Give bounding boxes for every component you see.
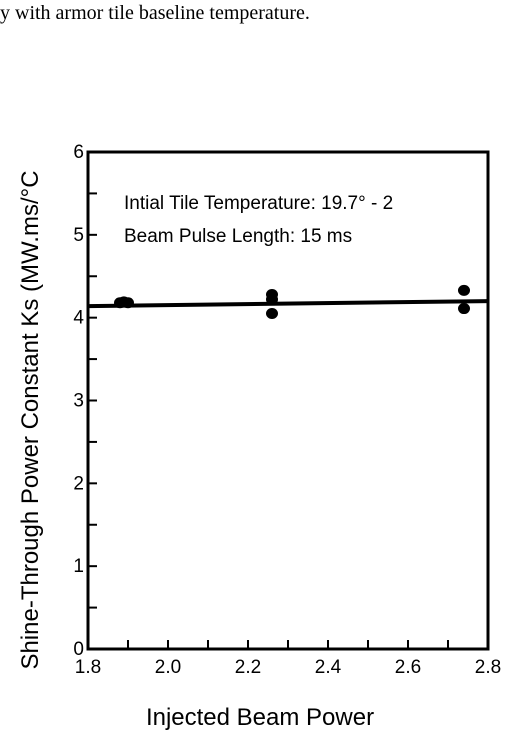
y-tick-label: 6: [73, 142, 84, 163]
data-point: [266, 293, 278, 305]
data-point: [122, 297, 134, 309]
annotation-temperature: Intial Tile Temperature: 19.7° - 2: [124, 193, 393, 214]
fit-line: [87, 299, 489, 309]
x-tick-label: 2.6: [395, 657, 421, 678]
data-point: [266, 308, 278, 320]
y-tick-label: 5: [73, 225, 84, 246]
x-tick-label: 1.8: [75, 657, 101, 678]
x-axis-ticks: 1.8 2.0 2.2 2.4 2.6 2.8: [75, 640, 501, 678]
y-axis-label: Shine-Through Power Constant Ks (MW.ms/°…: [17, 170, 44, 669]
y-tick-label: 0: [73, 639, 84, 660]
fit-line-group: [87, 299, 489, 309]
y-tick-label: 4: [73, 308, 84, 329]
y-tick-label: 2: [73, 473, 84, 494]
y-tick-label: 3: [73, 391, 84, 412]
annotation-pulse-length: Beam Pulse Length: 15 ms: [124, 226, 352, 247]
x-tick-label: 2.0: [155, 657, 181, 678]
x-tick-label: 2.4: [315, 657, 342, 678]
x-tick-label: 2.2: [235, 657, 261, 678]
x-tick-label: 2.8: [475, 657, 501, 678]
data-point: [458, 303, 470, 315]
y-tick-label: 1: [73, 556, 84, 577]
figure-caption: y with armor tile baseline temperature.: [0, 2, 310, 24]
data-points: [114, 284, 470, 320]
x-axis-label: Injected Beam Power: [146, 704, 374, 731]
y-axis-ticks: 0 1 2 3 4 5 6: [73, 142, 97, 660]
data-point: [458, 284, 470, 296]
